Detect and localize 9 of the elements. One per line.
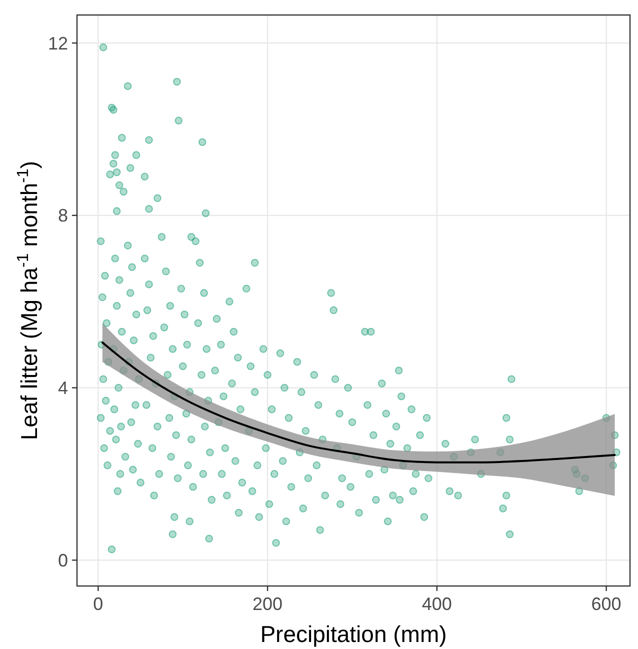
x-tick-label: 400 <box>422 594 452 614</box>
x-tick-label: 200 <box>252 594 283 614</box>
y-tick-label: 4 <box>58 378 68 398</box>
y-tick-label: 0 <box>58 550 68 570</box>
y-tick-label: 8 <box>58 206 68 226</box>
x-tick-label: 600 <box>591 594 622 614</box>
y-tick-label: 12 <box>48 33 68 54</box>
x-tick-label: 0 <box>93 594 104 614</box>
x-axis-title: Precipitation (mm) <box>260 621 447 647</box>
